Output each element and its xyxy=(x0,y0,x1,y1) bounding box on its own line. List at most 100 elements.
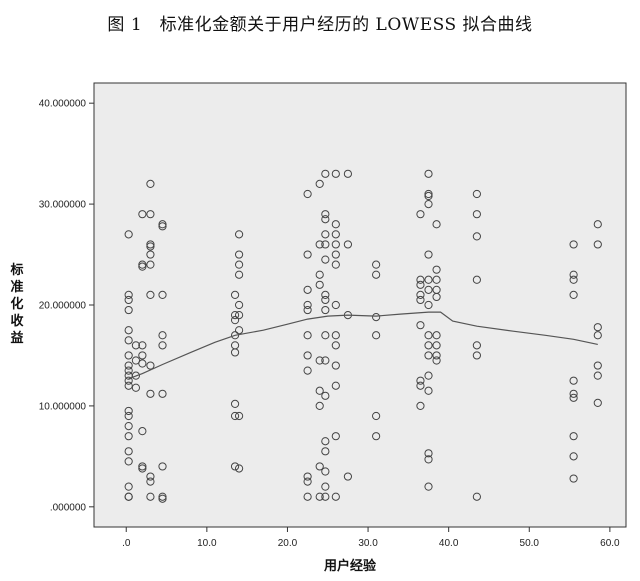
data-point xyxy=(315,270,324,279)
data-point xyxy=(321,295,330,305)
data-point xyxy=(424,351,433,360)
data-point xyxy=(303,250,312,259)
data-point xyxy=(124,406,133,416)
data-point xyxy=(138,341,147,350)
data-point xyxy=(424,189,433,199)
data-point xyxy=(472,341,481,350)
data-point xyxy=(343,240,353,249)
data-point xyxy=(158,220,167,229)
data-point xyxy=(331,492,340,501)
data-point xyxy=(124,492,133,501)
data-point xyxy=(146,361,155,370)
data-point xyxy=(432,341,441,350)
data-point xyxy=(303,472,312,481)
data-point xyxy=(331,381,340,390)
data-point xyxy=(416,401,425,411)
data-point xyxy=(124,230,133,239)
data-point xyxy=(234,260,244,269)
data-point xyxy=(234,250,244,259)
data-point xyxy=(158,331,167,340)
data-point xyxy=(138,260,147,269)
data-point xyxy=(372,313,381,322)
data-point xyxy=(569,270,578,279)
data-point xyxy=(321,482,330,491)
data-point xyxy=(593,323,602,332)
data-point xyxy=(303,366,312,375)
data-point xyxy=(424,482,433,491)
data-point xyxy=(124,305,133,315)
y-tick-label: .000000 xyxy=(50,502,87,513)
data-point xyxy=(146,250,155,259)
data-point xyxy=(472,210,481,219)
data-point xyxy=(138,262,147,271)
x-axis: .0 10.0 20.0 30.0 40.0 50.0 60.0 xyxy=(122,527,620,549)
data-point xyxy=(331,250,340,259)
data-point xyxy=(131,371,141,380)
x-tick-label: .0 xyxy=(122,538,131,549)
data-point xyxy=(131,383,141,392)
data-point xyxy=(124,381,133,390)
data-point xyxy=(321,356,330,365)
data-point xyxy=(234,411,244,421)
data-point xyxy=(138,464,147,473)
data-point xyxy=(321,467,330,476)
data-point xyxy=(158,389,167,398)
data-point xyxy=(321,447,330,456)
data-point xyxy=(321,305,330,315)
data-point xyxy=(569,432,578,441)
data-point xyxy=(158,462,167,471)
data-point xyxy=(424,191,433,201)
data-point xyxy=(124,432,133,441)
data-point xyxy=(158,492,167,501)
data-point xyxy=(321,210,330,219)
data-point xyxy=(158,341,167,350)
data-point xyxy=(424,300,433,310)
data-point xyxy=(131,356,141,365)
data-point xyxy=(416,376,425,385)
y-axis: .000000 10.000000 20.000000 30.000000 40.000… xyxy=(39,99,94,513)
data-point xyxy=(424,275,433,284)
data-point xyxy=(124,336,133,345)
data-point xyxy=(432,275,441,284)
data-point xyxy=(124,361,133,370)
data-point xyxy=(331,331,340,340)
data-point xyxy=(416,210,425,219)
data-point xyxy=(593,220,602,229)
data-point xyxy=(124,411,133,421)
data-point xyxy=(432,351,441,360)
data-point xyxy=(424,250,433,259)
data-point xyxy=(321,169,330,178)
data-point xyxy=(124,290,133,300)
data-point xyxy=(593,240,602,249)
data-point xyxy=(146,477,155,486)
data-point xyxy=(158,222,167,231)
data-point xyxy=(146,260,155,269)
data-point xyxy=(234,270,244,279)
data-point xyxy=(424,285,433,294)
data-point xyxy=(424,449,433,458)
data-point xyxy=(303,189,312,199)
data-point xyxy=(416,321,425,330)
data-point xyxy=(432,292,441,302)
data-point xyxy=(146,492,155,501)
data-point xyxy=(234,310,244,320)
data-point xyxy=(569,290,578,300)
data-point xyxy=(593,331,602,340)
y-tick-label: 10.000000 xyxy=(39,401,87,412)
data-point xyxy=(569,452,578,461)
data-point xyxy=(372,331,381,340)
data-point xyxy=(303,331,312,340)
data-point xyxy=(315,386,324,395)
y-axis-label: 标准化收益 xyxy=(10,263,24,346)
plot-area xyxy=(93,82,627,528)
data-point xyxy=(569,240,578,249)
data-point xyxy=(569,376,578,385)
data-point xyxy=(372,411,381,421)
data-point xyxy=(416,280,425,289)
data-point xyxy=(230,348,240,357)
data-point xyxy=(331,169,340,178)
data-point xyxy=(138,359,147,368)
data-point xyxy=(146,242,155,251)
data-point xyxy=(230,290,240,300)
data-point xyxy=(321,391,330,400)
